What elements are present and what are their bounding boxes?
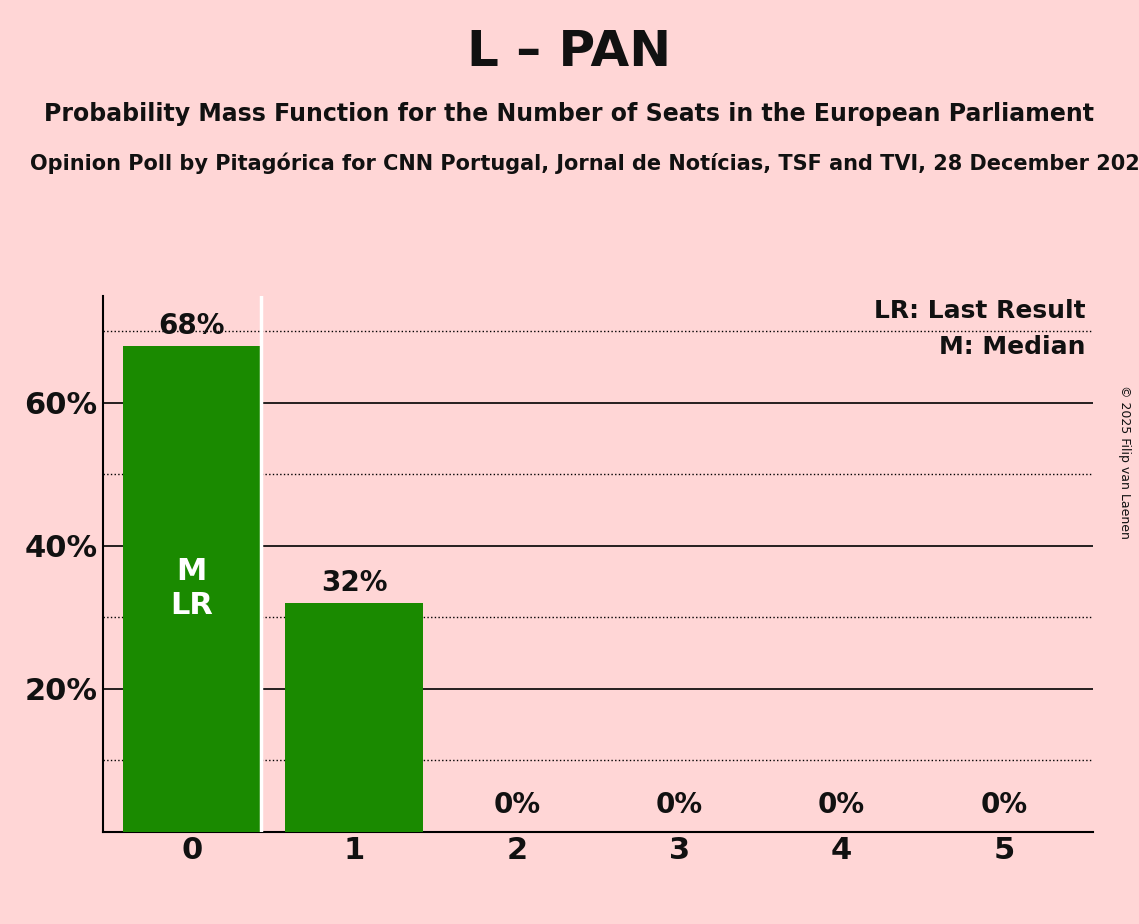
Text: 0%: 0% bbox=[493, 791, 540, 819]
Text: © 2025 Filip van Laenen: © 2025 Filip van Laenen bbox=[1118, 385, 1131, 539]
Text: 0%: 0% bbox=[818, 791, 866, 819]
Text: 0%: 0% bbox=[656, 791, 703, 819]
Text: 32%: 32% bbox=[321, 569, 387, 597]
Text: 0%: 0% bbox=[981, 791, 1027, 819]
Text: 68%: 68% bbox=[158, 312, 226, 340]
Text: Probability Mass Function for the Number of Seats in the European Parliament: Probability Mass Function for the Number… bbox=[44, 102, 1095, 126]
Text: LR: Last Result: LR: Last Result bbox=[874, 299, 1085, 323]
Bar bbox=[123, 346, 261, 832]
Text: Opinion Poll by Pitagórica for CNN Portugal, Jornal de Notícias, TSF and TVI, 28: Opinion Poll by Pitagórica for CNN Portu… bbox=[30, 152, 1139, 174]
Text: L – PAN: L – PAN bbox=[467, 28, 672, 76]
Text: M
LR: M LR bbox=[171, 557, 213, 620]
Bar bbox=[285, 603, 424, 832]
Text: M: Median: M: Median bbox=[939, 335, 1085, 359]
